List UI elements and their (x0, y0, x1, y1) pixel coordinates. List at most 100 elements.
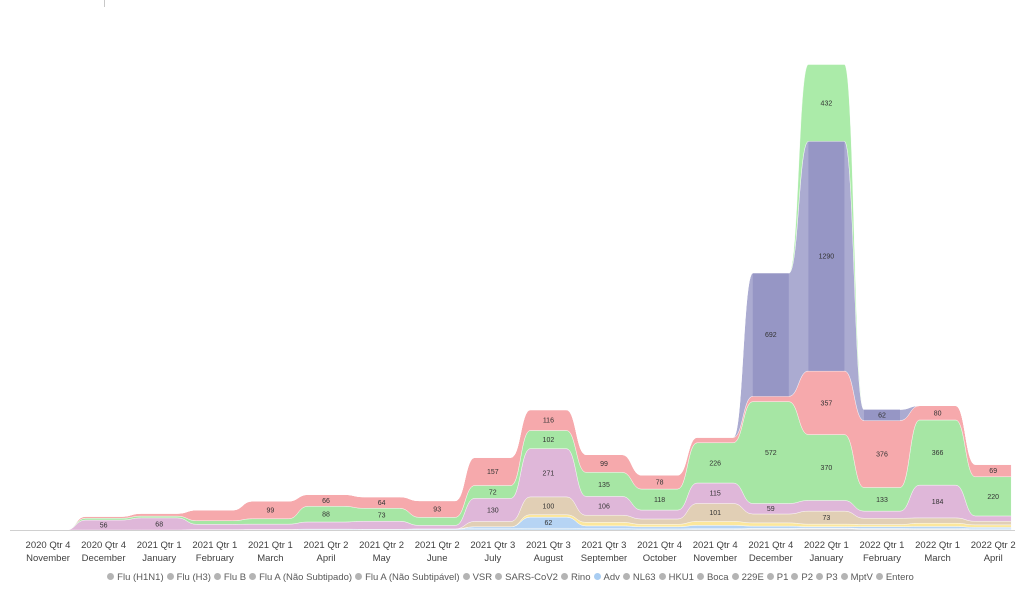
data-label: 99 (267, 507, 275, 514)
legend-item[interactable]: MptV (840, 572, 873, 583)
column-segment (752, 273, 789, 397)
legend-dot-icon (462, 573, 470, 580)
ribbon-chart: 56 68 99 88 66 73 64 93 157 130 72 271 116 102 100 62 13… (10, 64, 1016, 564)
x-tick-month: March (257, 553, 283, 564)
data-label: 64 (378, 500, 386, 507)
data-label: 692 (765, 332, 777, 339)
data-label: 62 (878, 413, 886, 420)
x-tick-month: November (693, 553, 737, 564)
legend-dot-icon (560, 573, 568, 580)
x-tick-quarter: 2022 Qtr 2 (971, 540, 1016, 551)
data-label: 357 (821, 400, 833, 407)
legend-item[interactable]: Flu A (Não Subtipável) (355, 572, 460, 583)
legend-label: VSR (472, 572, 493, 583)
legend-label: Flu (H3) (176, 572, 211, 583)
legend-item[interactable]: P2 (791, 572, 813, 583)
legend-label: Adv (603, 572, 620, 583)
legend-dot-icon (213, 573, 221, 580)
legend-label: Entero (885, 572, 914, 583)
chart-legend: Flu (H1N1) Flu (H3) Flu B Flu A (Não Subtip… (0, 572, 1024, 583)
legend-dot-icon (622, 573, 630, 580)
legend-label: NL63 (632, 572, 656, 583)
x-tick-quarter: 2021 Qtr 3 (582, 540, 627, 551)
x-tick-month: December (749, 553, 793, 564)
data-label: 73 (823, 515, 831, 522)
legend-label: 229E (741, 572, 764, 583)
data-label: 157 (487, 469, 499, 476)
legend-item[interactable]: Boca (696, 572, 729, 583)
legend-dot-icon (495, 573, 503, 580)
x-tick-month: August (534, 553, 564, 564)
legend-item[interactable]: Flu (H3) (166, 572, 211, 583)
legend-item[interactable]: VSR (462, 572, 493, 583)
x-tick-month: May (373, 553, 391, 564)
legend-item[interactable]: P3 (816, 572, 838, 583)
x-tick-quarter: 2021 Qtr 1 (248, 540, 293, 551)
legend-item[interactable]: P1 (766, 572, 788, 583)
x-tick-month: September (581, 553, 627, 564)
data-label: 370 (821, 465, 833, 472)
legend-item[interactable]: Adv (593, 572, 620, 583)
x-tick-quarter: 2021 Qtr 1 (192, 540, 237, 551)
legend-item[interactable]: Rino (560, 572, 591, 583)
x-tick-month: January (809, 553, 843, 564)
legend-dot-icon (731, 573, 739, 580)
legend-dot-icon (658, 573, 666, 580)
legend-dot-icon (249, 573, 257, 580)
legend-dot-icon (355, 573, 363, 580)
data-label: 572 (765, 450, 777, 457)
x-tick-quarter: 2020 Qtr 4 (26, 540, 71, 551)
legend-dot-icon (696, 573, 704, 580)
legend-label: Flu A (Não Subtipado) (259, 572, 353, 583)
x-tick-quarter: 2021 Qtr 2 (359, 540, 404, 551)
x-tick-quarter: 2021 Qtr 1 (137, 540, 182, 551)
legend-item[interactable]: Flu A (Não Subtipado) (249, 572, 352, 583)
data-label: 118 (654, 497, 665, 504)
x-tick-month: April (316, 553, 335, 564)
legend-item[interactable]: Entero (875, 572, 914, 583)
legend-label: Flu B (223, 572, 247, 583)
x-tick-month: October (643, 553, 677, 564)
legend-item[interactable]: Flu (H1N1) (107, 572, 164, 583)
data-label: 68 (155, 521, 163, 528)
legend-item[interactable]: Flu B (213, 572, 247, 583)
data-label: 376 (876, 451, 888, 458)
x-tick-month: July (484, 553, 501, 564)
data-label: 366 (932, 450, 944, 457)
x-tick-quarter: 2021 Qtr 3 (526, 540, 571, 551)
legend-item[interactable]: HKU1 (658, 572, 694, 583)
x-tick-quarter: 2022 Qtr 1 (915, 540, 960, 551)
legend-dot-icon (766, 573, 774, 580)
legend-label: MptV (850, 572, 873, 583)
legend-label: P3 (826, 572, 838, 583)
data-label: 59 (767, 506, 775, 513)
x-tick-month: February (863, 553, 901, 564)
data-label: 93 (433, 507, 441, 514)
x-tick-quarter: 2020 Qtr 4 (81, 540, 126, 551)
legend-label: Flu A (Não Subtipável) (365, 572, 460, 583)
data-label: 102 (543, 437, 555, 444)
x-tick-month: February (196, 553, 234, 564)
legend-item[interactable]: 229E (731, 572, 764, 583)
x-tick-month: April (984, 553, 1003, 564)
data-label: 62 (545, 520, 553, 527)
legend-label: Rino (570, 572, 591, 583)
data-label: 220 (987, 494, 999, 501)
legend-item[interactable]: SARS-CoV2 (495, 572, 558, 583)
legend-dot-icon (875, 573, 883, 580)
legend-label: SARS-CoV2 (505, 572, 558, 583)
ribbon-band (30, 64, 1012, 531)
legend-item[interactable]: NL63 (622, 572, 656, 583)
x-tick-quarter: 2021 Qtr 4 (637, 540, 682, 551)
x-tick-quarter: 2021 Qtr 2 (415, 540, 460, 551)
data-label: 73 (378, 512, 386, 519)
data-label: 135 (598, 482, 610, 489)
x-tick-month: November (26, 553, 70, 564)
legend-dot-icon (166, 573, 174, 580)
data-label: 271 (543, 470, 555, 477)
data-label: 133 (876, 497, 888, 504)
data-label: 115 (710, 491, 721, 498)
x-tick-quarter: 2022 Qtr 1 (804, 540, 849, 551)
data-label: 80 (934, 410, 942, 417)
data-label: 101 (709, 510, 721, 517)
